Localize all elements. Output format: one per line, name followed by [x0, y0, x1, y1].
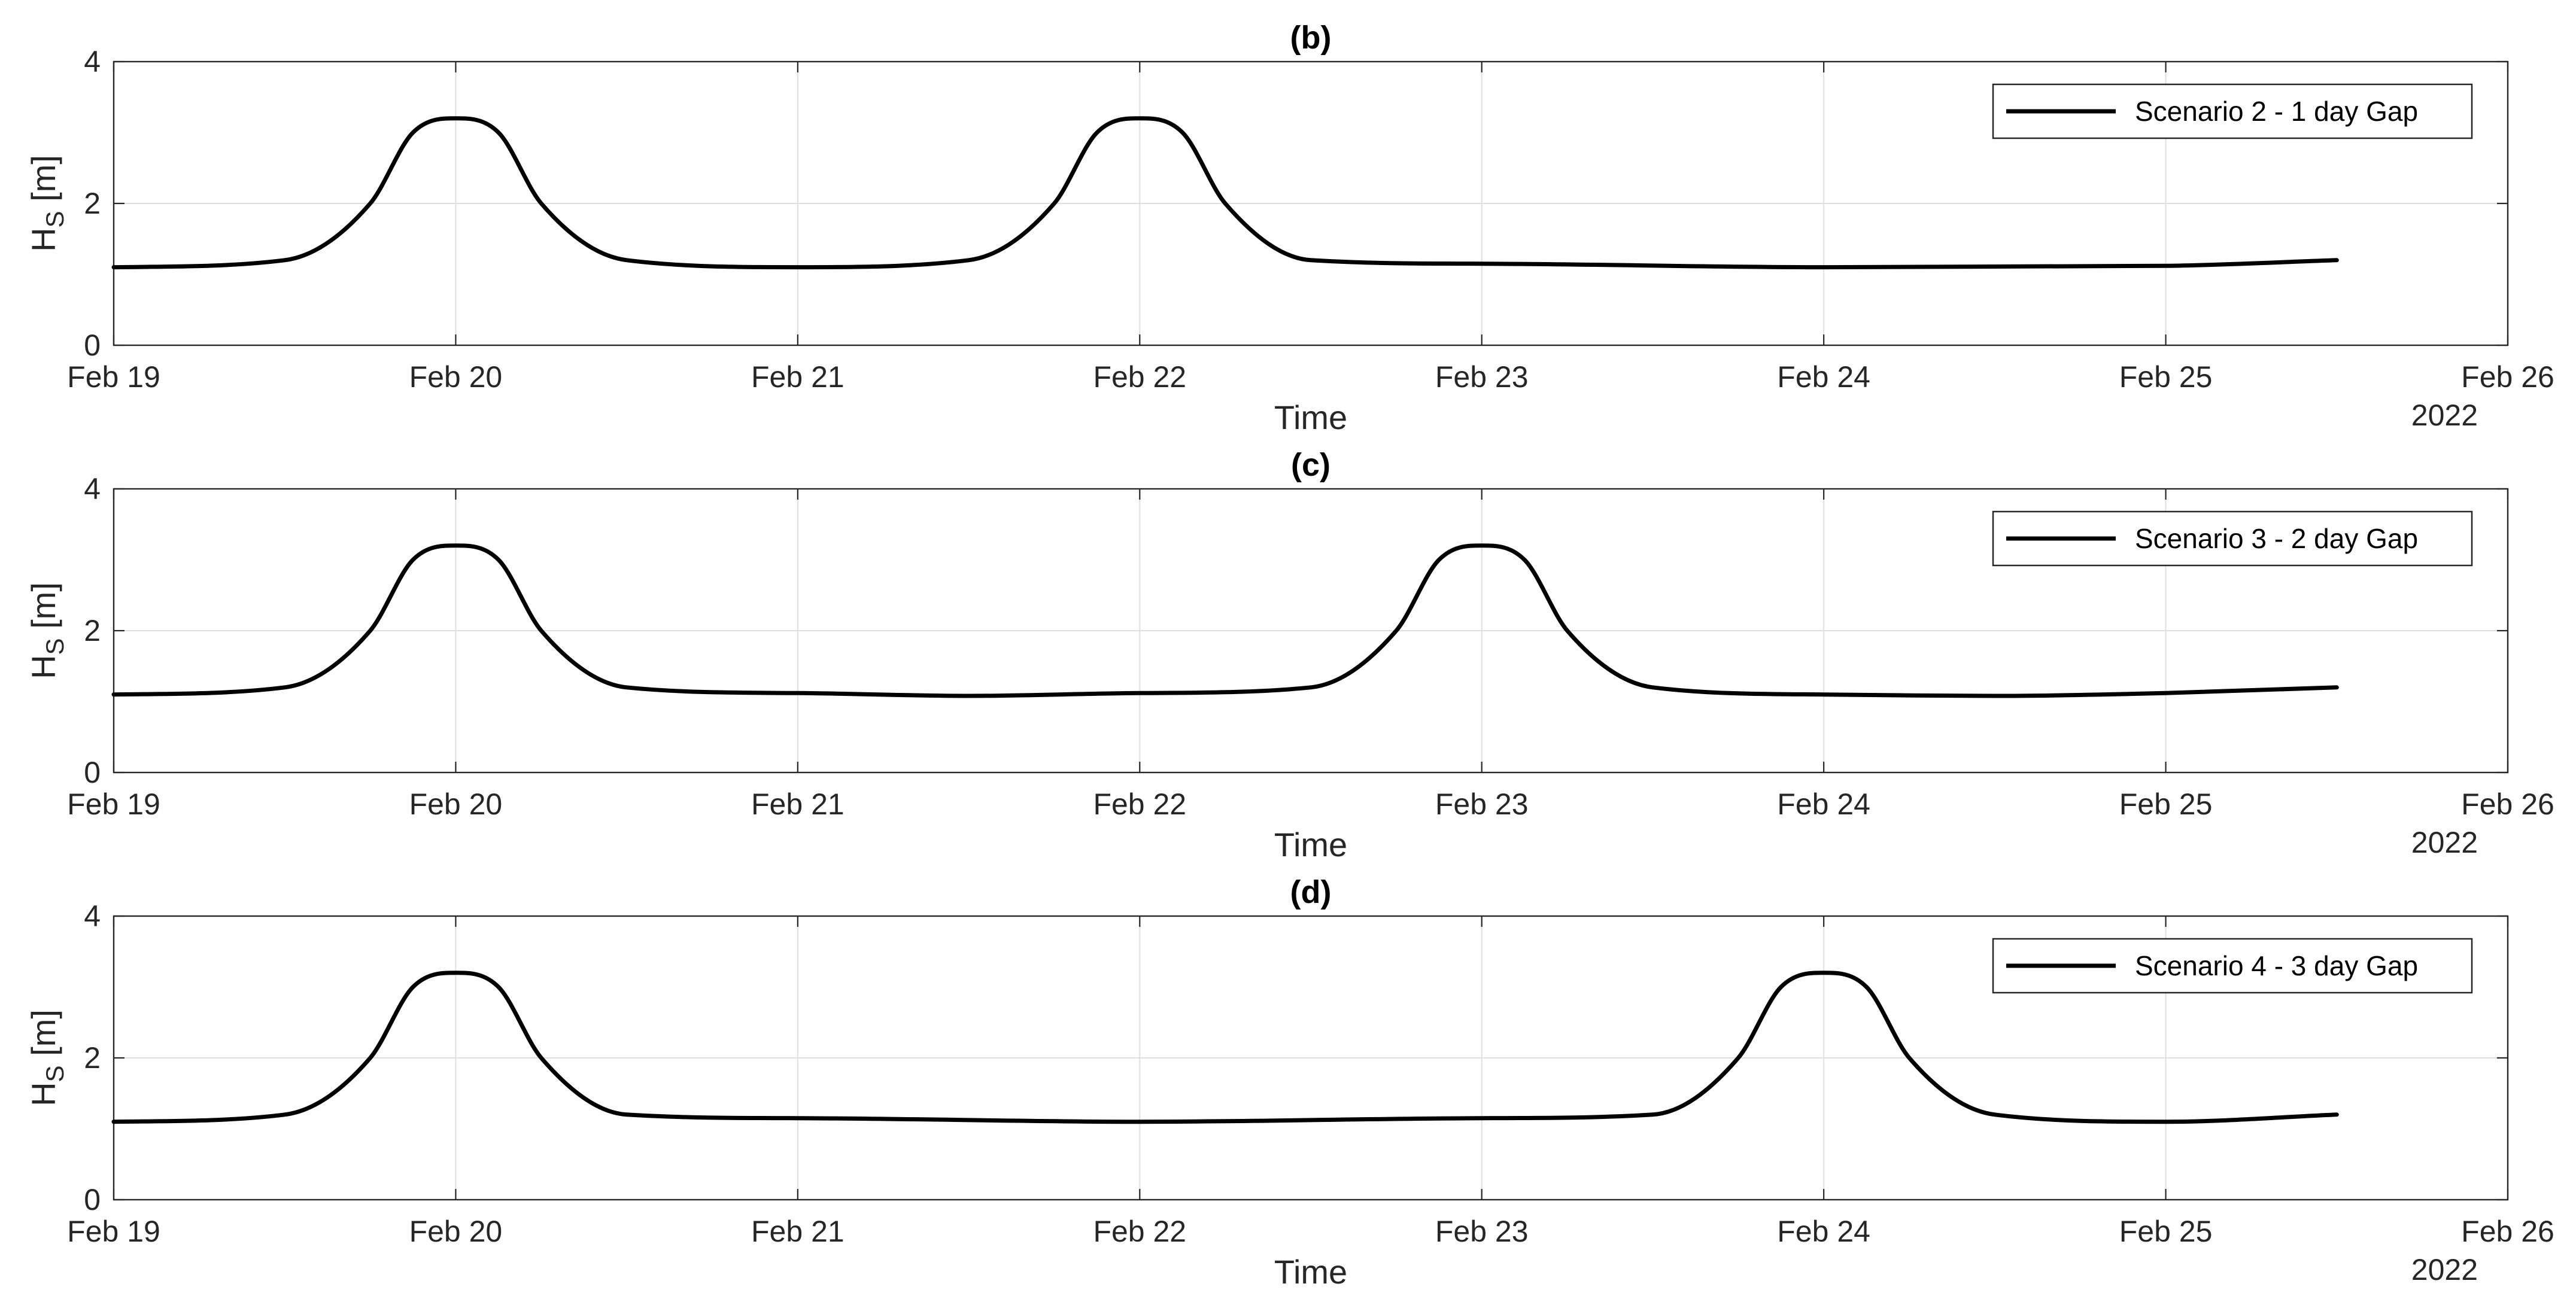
y-tick-label: 2 [84, 187, 101, 220]
x-tick-label: Feb 20 [409, 360, 503, 394]
x-tick-label: Feb 20 [409, 1215, 503, 1248]
x-tick-label: Feb 25 [2119, 787, 2213, 821]
series-line [111, 971, 2339, 1124]
y-tick-label: 2 [84, 1041, 101, 1075]
y-tick-label: 4 [84, 472, 101, 506]
y-axis-label-symbol: H [25, 227, 62, 251]
x-tick-label: Feb 19 [67, 787, 160, 821]
x-tick-label: Feb 20 [409, 787, 503, 821]
y-axis-label-unit: [m] [25, 1009, 62, 1065]
y-axis-label: HS [m] [25, 155, 69, 252]
subplot-3: Feb 19 Feb 20 Feb 21 Feb 22 Feb 23 Feb 24 Feb … [25, 874, 2554, 1291]
x-tick-label: Feb 19 [67, 360, 160, 394]
subplot-title: (d) [1290, 874, 1332, 910]
x-tick-label: Feb 26 [2461, 787, 2554, 821]
y-axis-label-symbol: H [25, 1082, 62, 1106]
x-axis-year-label: 2022 [2411, 826, 2478, 859]
y-axis-label-subscript: S [41, 1065, 69, 1082]
x-axis-year-label: 2022 [2411, 399, 2478, 432]
x-tick-label: Feb 24 [1777, 1215, 1870, 1248]
legend-entry-label: Scenario 2 - 1 day Gap [2135, 96, 2418, 127]
subplot-2: Feb 19 Feb 20 Feb 21 Feb 22 Feb 23 Feb 24 Feb … [25, 447, 2554, 863]
legend: Scenario 3 - 2 day Gap [1992, 510, 2473, 567]
x-tick-label: Feb 22 [1093, 360, 1186, 394]
x-tick-label: Feb 25 [2119, 360, 2213, 394]
y-axis-label-unit: [m] [25, 155, 62, 211]
y-tick-label: 0 [84, 756, 101, 789]
x-tick-label: Feb 22 [1093, 1215, 1186, 1248]
legend-entry-label: Scenario 4 - 3 day Gap [2135, 950, 2418, 981]
x-tick-label: Feb 21 [751, 787, 845, 821]
y-axis-label-unit: [m] [25, 582, 62, 638]
x-tick-label: Feb 21 [751, 1215, 845, 1248]
subplot-1: Feb 19 Feb 20 Feb 21 Feb 22 Feb 23 Feb 24 Feb … [25, 20, 2554, 436]
x-tick-label: Feb 22 [1093, 787, 1186, 821]
x-tick-label: Feb 21 [751, 360, 845, 394]
x-tick-label: Feb 19 [67, 1215, 160, 1248]
x-tick-label: Feb 23 [1435, 360, 1529, 394]
y-axis-label-symbol: H [25, 655, 62, 679]
y-axis-label: HS [m] [25, 1009, 69, 1106]
series-line [111, 116, 2339, 270]
x-tick-label: Feb 24 [1777, 360, 1870, 394]
y-tick-label: 0 [84, 328, 101, 362]
legend: Scenario 2 - 1 day Gap [1992, 83, 2473, 139]
y-axis-label: HS [m] [25, 582, 69, 679]
x-axis-label: Time [1274, 826, 1347, 863]
y-tick-label: 2 [84, 614, 101, 647]
legend: Scenario 4 - 3 day Gap [1992, 938, 2473, 994]
x-tick-label: Feb 26 [2461, 1215, 2554, 1248]
series-line [111, 543, 2339, 698]
x-axis-label: Time [1274, 1253, 1347, 1291]
x-axis-year-label: 2022 [2411, 1253, 2478, 1286]
legend-entry-label: Scenario 3 - 2 day Gap [2135, 523, 2418, 554]
subplot-title: (b) [1290, 20, 1332, 56]
y-tick-label: 0 [84, 1183, 101, 1216]
x-tick-label: Feb 26 [2461, 360, 2554, 394]
x-tick-label: Feb 23 [1435, 787, 1529, 821]
x-tick-label: Feb 23 [1435, 1215, 1529, 1248]
subplot-title: (c) [1291, 447, 1330, 483]
y-tick-label: 4 [84, 899, 101, 933]
x-axis-label: Time [1274, 399, 1347, 436]
x-tick-label: Feb 25 [2119, 1215, 2213, 1248]
y-axis-label-subscript: S [41, 638, 69, 655]
y-tick-label: 4 [84, 45, 101, 78]
x-tick-label: Feb 24 [1777, 787, 1870, 821]
y-axis-label-subscript: S [41, 211, 69, 227]
